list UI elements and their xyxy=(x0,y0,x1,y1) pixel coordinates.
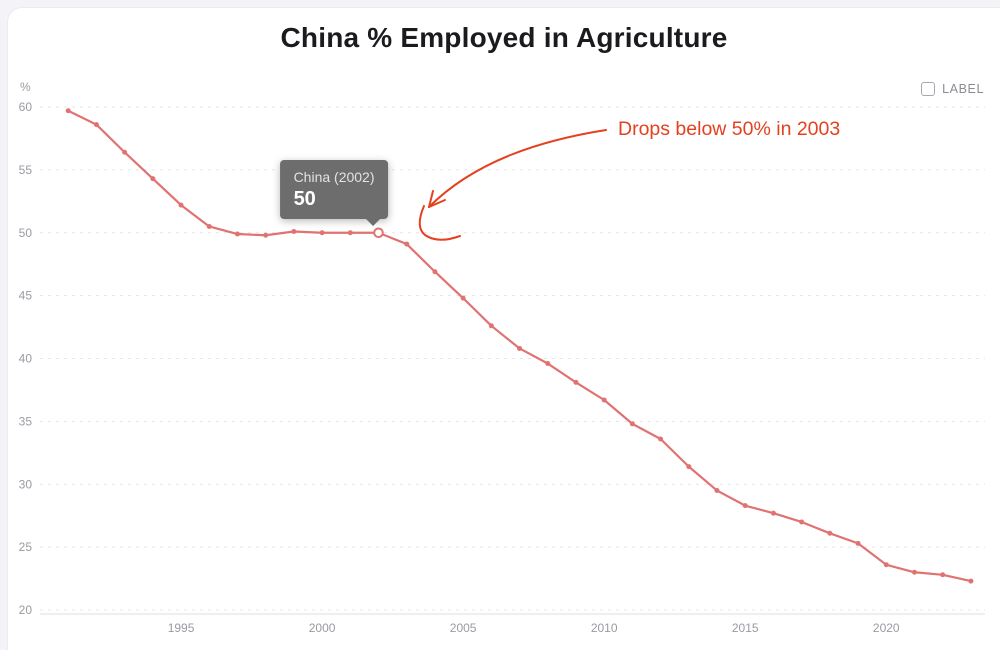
x-tick-label: 2015 xyxy=(732,621,759,635)
data-point[interactable] xyxy=(206,223,212,229)
data-point[interactable] xyxy=(517,345,523,351)
data-point[interactable] xyxy=(234,231,240,237)
y-tick-label: 60 xyxy=(19,100,33,114)
data-point[interactable] xyxy=(827,530,833,536)
data-point[interactable] xyxy=(545,361,551,367)
tooltip-label: China (2002) xyxy=(293,168,375,185)
x-tick-label: 2020 xyxy=(873,621,900,635)
data-point[interactable] xyxy=(432,269,438,275)
data-point[interactable] xyxy=(742,503,748,509)
label-checkbox-label: LABEL xyxy=(942,82,984,96)
chart-card: China % Employed in Agriculture LABEL % … xyxy=(8,8,1000,650)
data-point[interactable] xyxy=(319,230,325,236)
x-tick-label: 2005 xyxy=(450,621,477,635)
data-point[interactable] xyxy=(347,230,353,236)
y-tick-label: 25 xyxy=(19,540,33,554)
y-tick-label: 50 xyxy=(19,226,33,240)
data-point[interactable] xyxy=(714,488,720,494)
data-point[interactable] xyxy=(855,540,861,546)
x-tick-label: 2010 xyxy=(591,621,618,635)
y-tick-label: 55 xyxy=(19,163,33,177)
y-tick-label: 30 xyxy=(19,477,33,491)
y-tick-label: 20 xyxy=(19,603,33,617)
data-point[interactable] xyxy=(460,295,466,301)
series-line xyxy=(67,109,972,583)
data-point[interactable] xyxy=(178,202,184,208)
x-tick-label: 1995 xyxy=(168,621,195,635)
data-point[interactable] xyxy=(93,122,99,128)
data-point[interactable] xyxy=(968,578,974,584)
data-point[interactable] xyxy=(573,379,579,385)
data-point[interactable] xyxy=(940,572,946,578)
data-point[interactable] xyxy=(770,510,776,516)
data-point[interactable] xyxy=(658,436,664,442)
data-point[interactable] xyxy=(150,176,156,182)
y-tick-label: 45 xyxy=(19,289,33,303)
data-point[interactable] xyxy=(799,519,805,525)
data-point[interactable] xyxy=(911,569,917,575)
data-point[interactable] xyxy=(686,464,692,470)
tooltip: China (2002) 50 xyxy=(279,159,389,226)
data-point[interactable] xyxy=(122,149,128,155)
data-point[interactable] xyxy=(488,323,494,329)
data-point[interactable] xyxy=(291,228,297,234)
data-point[interactable] xyxy=(263,232,269,238)
label-checkbox[interactable] xyxy=(921,82,936,96)
data-point[interactable] xyxy=(883,562,889,568)
tooltip-value: 50 xyxy=(293,187,316,210)
annotation-text: Drops below 50% in 2003 xyxy=(618,118,841,140)
data-point[interactable] xyxy=(65,108,71,114)
data-point[interactable] xyxy=(404,241,410,247)
data-point[interactable] xyxy=(601,397,607,403)
y-tick-label: 40 xyxy=(19,352,33,366)
y-tick-label: 35 xyxy=(19,414,33,428)
highlighted-data-point[interactable] xyxy=(373,227,384,239)
data-point[interactable] xyxy=(629,421,635,427)
y-axis-unit: % xyxy=(20,80,31,94)
label-toggle[interactable]: LABEL xyxy=(921,82,984,96)
chart-title: China % Employed in Agriculture xyxy=(280,22,728,53)
x-tick-label: 2000 xyxy=(309,621,336,635)
line-chart[interactable]: 20 25 30 35 40 45 50 55 60 1995 2000 2005 2010 2015 20… xyxy=(8,8,1000,650)
